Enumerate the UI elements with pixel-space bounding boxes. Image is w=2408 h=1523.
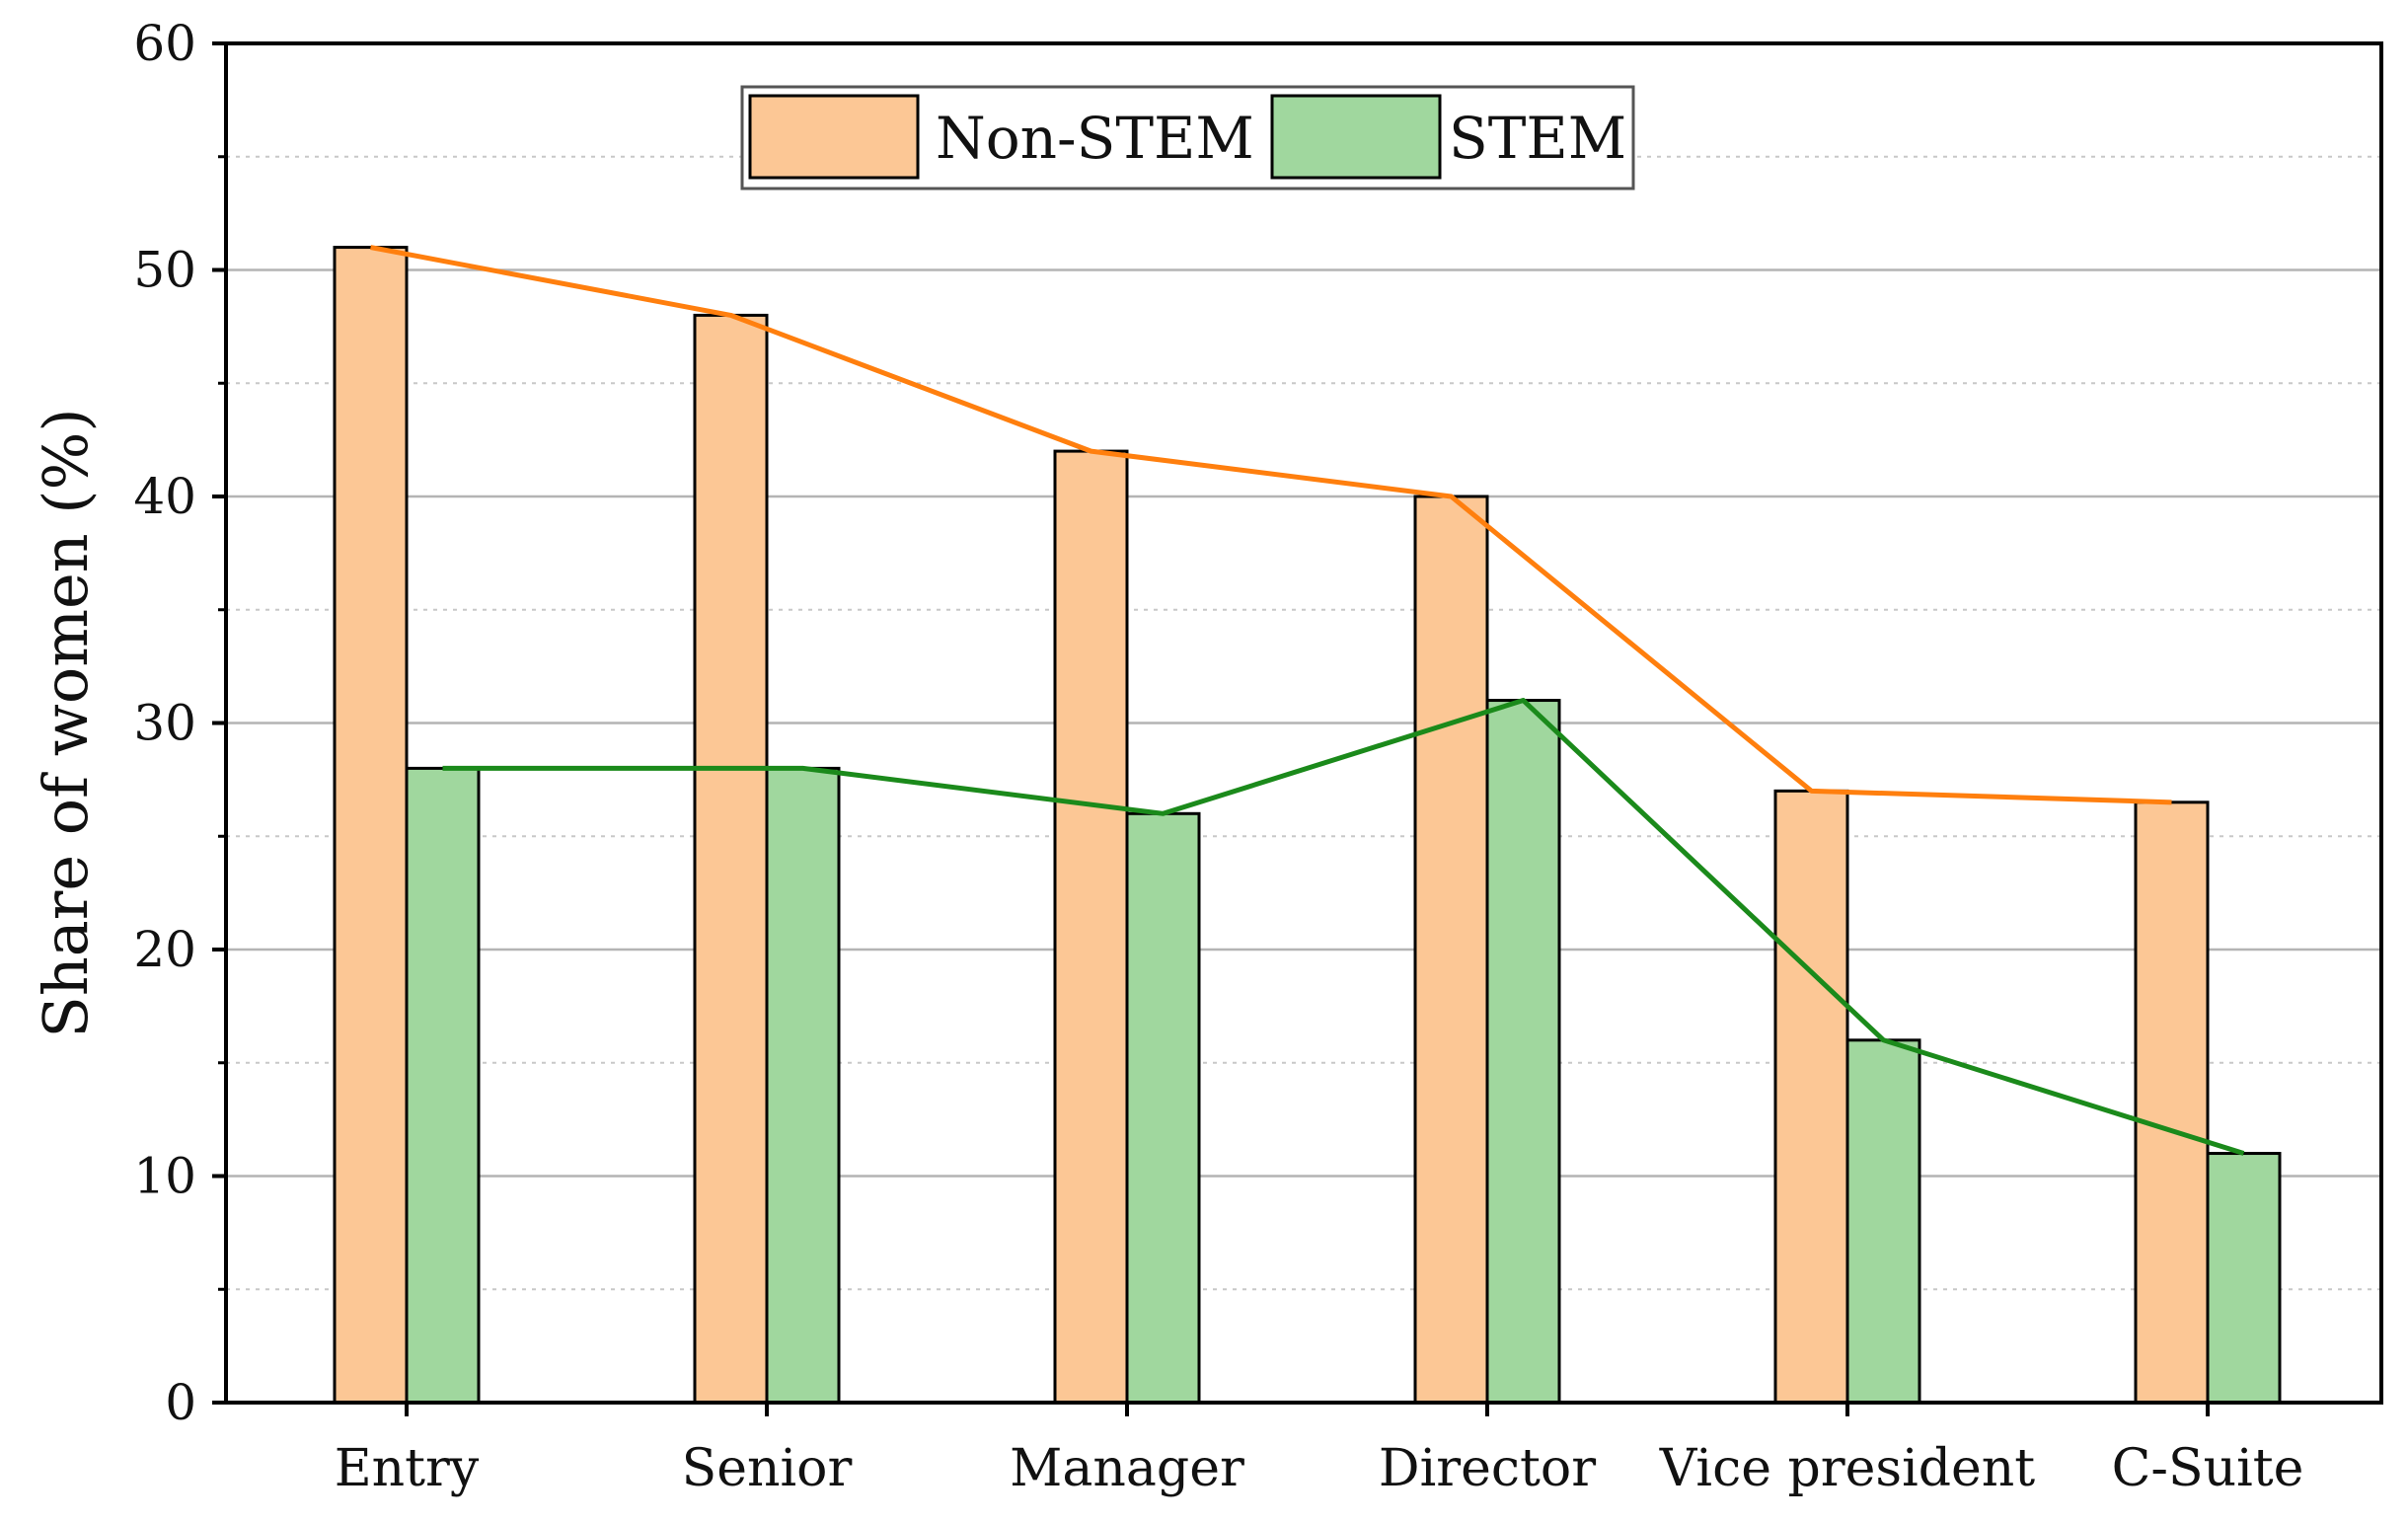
y-tick-label: 10 [133,1148,196,1205]
trend-lines [370,245,2245,1156]
bar-non-stem-manager [1053,449,1129,1405]
trend-line-non-stem [370,245,2172,805]
bars [333,246,2282,1405]
bar-stem-entry [405,766,481,1405]
legend-label-stem: STEM [1449,105,1626,172]
trend-line-stem [442,698,2245,1156]
y-axis-title: Share of women (%) [30,408,102,1037]
legend-swatch-non-stem [748,94,920,180]
legend-swatch-stem [1270,94,1442,180]
bar-non-stem-c-suite [2134,800,2210,1405]
bar-non-stem-senior [693,313,769,1405]
legend-label-non-stem: Non-STEM [936,105,1254,172]
bar-stem-vice-president [1845,1038,1921,1405]
x-tick-label-senior: Senior [682,1439,853,1498]
bar-stem-senior [765,766,841,1405]
axes: 0 10 20 30 40 50 60 Entry Senior Manager Director V… [30,15,2383,1498]
x-tick-label-vice-president: Vice president [1659,1439,2035,1498]
bar-non-stem-director [1413,495,1489,1405]
y-tick-label: 60 [133,15,196,72]
bar-non-stem-vice-president [1773,789,1849,1405]
grid-lines [226,155,2381,1291]
y-tick-label: 50 [133,242,196,299]
bar-stem-manager [1125,811,1201,1405]
bar-stem-c-suite [2206,1152,2282,1405]
y-tick-label: 30 [133,695,196,752]
x-tick-label-entry: Entry [335,1439,480,1498]
x-tick-label-manager: Manager [1010,1439,1244,1498]
y-tick-label: 0 [165,1374,196,1431]
legend: Non-STEM STEM [740,85,1635,190]
x-tick-label-c-suite: C-Suite [2112,1439,2304,1498]
x-tick-label-director: Director [1379,1439,1596,1498]
y-tick-label: 40 [133,468,196,525]
bar-stem-director [1485,699,1561,1405]
bar-non-stem-entry [333,246,409,1405]
y-tick-label: 20 [133,921,196,978]
